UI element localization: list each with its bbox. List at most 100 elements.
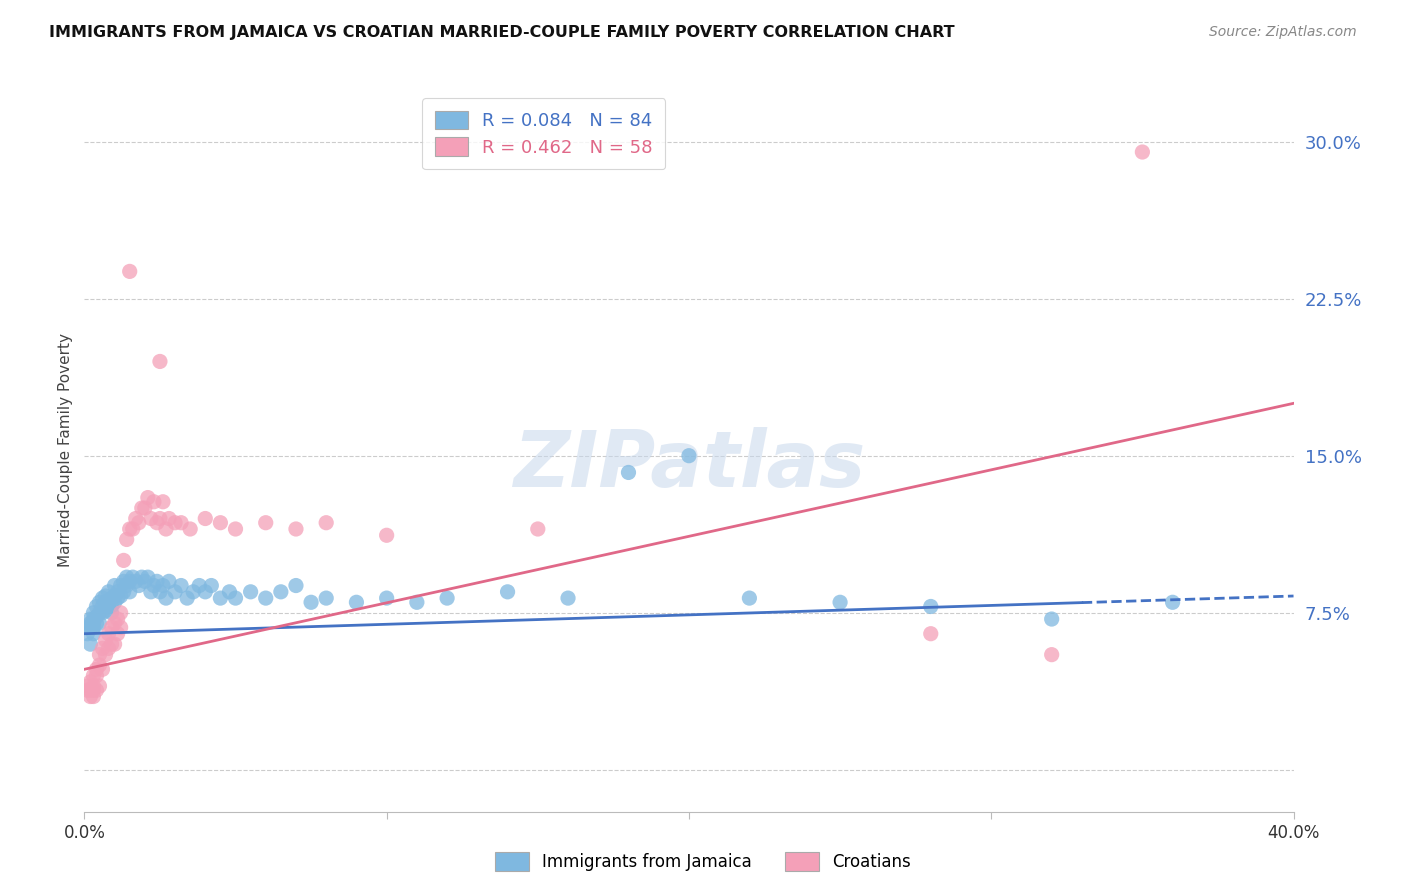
Point	[1040, 612, 1063, 626]
Point	[112, 574, 135, 589]
Point	[91, 591, 114, 606]
Point	[209, 591, 232, 606]
Point	[146, 516, 169, 530]
Legend: R = 0.084   N = 84, R = 0.462   N = 58: R = 0.084 N = 84, R = 0.462 N = 58	[422, 98, 665, 169]
Point	[209, 516, 232, 530]
Point	[121, 522, 143, 536]
Point	[115, 570, 138, 584]
Point	[107, 626, 129, 640]
Point	[89, 679, 111, 693]
Point	[1040, 648, 1063, 662]
Point	[496, 584, 519, 599]
Point	[299, 595, 322, 609]
Point	[188, 578, 211, 592]
Point	[107, 612, 129, 626]
Point	[94, 648, 117, 662]
Point	[128, 516, 150, 530]
Point	[91, 641, 114, 656]
Point	[139, 511, 162, 525]
Point	[118, 264, 141, 278]
Point	[79, 674, 101, 689]
Point	[104, 595, 127, 609]
Point	[86, 599, 108, 614]
Point	[406, 595, 429, 609]
Point	[94, 604, 117, 618]
Point	[86, 616, 108, 631]
Text: ZIPatlas: ZIPatlas	[513, 427, 865, 503]
Point	[94, 632, 117, 647]
Point	[94, 595, 117, 609]
Point	[100, 637, 122, 651]
Point	[200, 578, 222, 592]
Point	[97, 584, 120, 599]
Point	[527, 522, 550, 536]
Point	[678, 449, 700, 463]
Point	[285, 522, 308, 536]
Point	[254, 591, 277, 606]
Point	[315, 591, 337, 606]
Point	[436, 591, 458, 606]
Point	[89, 648, 111, 662]
Point	[194, 511, 217, 525]
Point	[91, 662, 114, 676]
Point	[100, 606, 122, 620]
Point	[181, 584, 204, 599]
Point	[82, 626, 104, 640]
Point	[1161, 595, 1184, 609]
Point	[97, 599, 120, 614]
Point	[152, 578, 174, 592]
Point	[104, 578, 127, 592]
Point	[100, 620, 122, 634]
Point	[738, 591, 761, 606]
Point	[110, 578, 132, 592]
Point	[149, 511, 172, 525]
Point	[79, 637, 101, 651]
Point	[179, 522, 201, 536]
Point	[136, 570, 159, 584]
Point	[76, 620, 98, 634]
Legend: Immigrants from Jamaica, Croatians: Immigrants from Jamaica, Croatians	[486, 843, 920, 880]
Point	[86, 668, 108, 682]
Point	[157, 574, 180, 589]
Point	[115, 533, 138, 547]
Point	[118, 574, 141, 589]
Point	[315, 516, 337, 530]
Point	[76, 626, 98, 640]
Point	[136, 491, 159, 505]
Point	[920, 599, 942, 614]
Point	[121, 570, 143, 584]
Point	[125, 511, 148, 525]
Point	[346, 595, 368, 609]
Point	[225, 522, 247, 536]
Point	[76, 679, 98, 693]
Point	[104, 637, 127, 651]
Point	[239, 584, 262, 599]
Point	[176, 591, 198, 606]
Point	[110, 606, 132, 620]
Point	[1130, 145, 1153, 159]
Point	[134, 574, 156, 589]
Point	[94, 589, 117, 603]
Point	[617, 466, 640, 480]
Point	[97, 626, 120, 640]
Point	[82, 683, 104, 698]
Point	[86, 662, 108, 676]
Y-axis label: Married-Couple Family Poverty: Married-Couple Family Poverty	[58, 334, 73, 567]
Point	[100, 591, 122, 606]
Point	[79, 683, 101, 698]
Point	[142, 495, 165, 509]
Point	[830, 595, 852, 609]
Text: IMMIGRANTS FROM JAMAICA VS CROATIAN MARRIED-COUPLE FAMILY POVERTY CORRELATION CH: IMMIGRANTS FROM JAMAICA VS CROATIAN MARR…	[49, 25, 955, 40]
Point	[104, 589, 127, 603]
Point	[97, 595, 120, 609]
Point	[112, 584, 135, 599]
Point	[118, 522, 141, 536]
Point	[375, 528, 398, 542]
Point	[170, 578, 193, 592]
Point	[157, 511, 180, 525]
Point	[270, 584, 292, 599]
Point	[165, 584, 187, 599]
Point	[86, 610, 108, 624]
Point	[115, 578, 138, 592]
Point	[82, 616, 104, 631]
